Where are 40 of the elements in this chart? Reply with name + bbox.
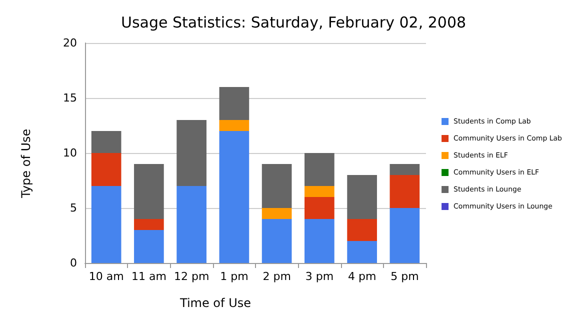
bar [176, 186, 206, 263]
x-tick-label: 2 pm [262, 270, 291, 283]
bar [134, 230, 164, 263]
bar [219, 120, 250, 131]
bar [219, 87, 250, 120]
x-tick-label: 11 am [131, 270, 166, 283]
y-axis-title: Type of Use [19, 128, 33, 199]
bar [390, 175, 420, 208]
bar [91, 186, 122, 263]
bar [304, 186, 334, 197]
bar [304, 197, 334, 219]
y-tick-label: 20 [63, 36, 77, 50]
x-tick-label: 12 pm [174, 270, 210, 283]
y-tick-label: 5 [70, 202, 77, 214]
bar [134, 219, 164, 230]
x-axis-title: Time of Use [179, 296, 251, 310]
bar [262, 164, 292, 208]
y-tick-label: 0 [70, 256, 77, 270]
x-tick-label: 10 am [88, 270, 124, 283]
bar [347, 219, 377, 241]
bar [390, 164, 420, 175]
bar [347, 175, 377, 219]
bar [262, 219, 292, 263]
bar [91, 153, 122, 186]
x-tick-label: 3 pm [305, 270, 334, 283]
bar [390, 208, 420, 263]
y-tick-label: 10 [63, 146, 77, 160]
bar [219, 131, 250, 263]
x-tick-label: 4 pm [348, 270, 376, 283]
y-tick-label: 15 [63, 92, 77, 104]
x-tick-label: 1 pm [220, 270, 248, 283]
bar [304, 153, 334, 186]
bar [91, 131, 122, 153]
bar [347, 241, 377, 263]
bar [304, 219, 334, 263]
bar [176, 120, 206, 186]
bar [134, 164, 164, 219]
bar [262, 208, 292, 219]
chart-title: Usage Statistics: Saturday, February 02, 2008 [120, 14, 466, 32]
x-tick-label: 5 pm [390, 270, 419, 283]
